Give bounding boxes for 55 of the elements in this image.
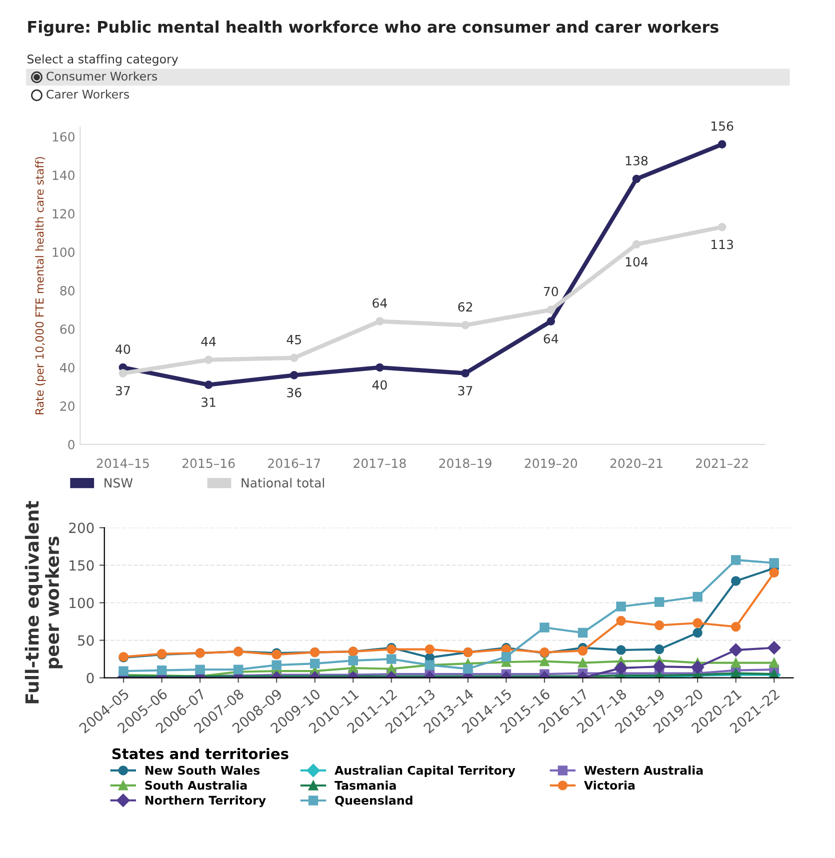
data-label: 113 (712, 240, 733, 250)
y-tick-label: 40 (60, 362, 74, 372)
legend-label: Queensland (335, 796, 412, 806)
data-label: 70 (544, 286, 558, 296)
y-tick-label: 0 (86, 672, 94, 684)
text: Consumer Workers (46, 72, 158, 81)
x-tick-label: 2017–18 (354, 458, 406, 468)
y-tick-label: 50 (78, 635, 94, 646)
data-label: 31 (202, 398, 216, 407)
text: Select a staffing category (28, 54, 178, 66)
data-label: 64 (544, 334, 558, 344)
y-axis-title: Full-time equivalent peer workers (24, 500, 63, 704)
legend-label: Northern Territory (145, 796, 266, 808)
data-label: 64 (372, 298, 387, 308)
x-tick-label: 2019–20 (524, 458, 578, 468)
y-tick-label: 160 (52, 132, 74, 142)
data-label: 37 (458, 386, 472, 396)
y-tick-label: 120 (52, 209, 74, 218)
legend-label: South Australia (145, 780, 247, 790)
y-tick-label: 200 (69, 522, 94, 534)
data-label: 36 (287, 388, 302, 398)
data-label: 37 (116, 386, 130, 396)
legend-label: Western Australia (584, 766, 703, 775)
y-tick-label: 140 (52, 170, 74, 180)
y-tick-label: 80 (60, 286, 74, 296)
x-tick-label: 2015–16 (182, 458, 235, 468)
legend-label: Victoria (584, 780, 635, 790)
y-tick-label: 60 (60, 324, 74, 334)
y-tick-label: 0 (68, 440, 74, 450)
data-label: 104 (626, 257, 648, 267)
legend-label: Australian Capital Territory (334, 766, 516, 778)
legend-label: New South Wales (145, 766, 260, 775)
y-tick-label: 20 (60, 401, 74, 411)
data-label: 138 (626, 156, 648, 166)
x-tick-label: 2014–15 (96, 458, 149, 468)
legend-label: National total (242, 478, 324, 488)
data-label: 45 (286, 335, 301, 344)
y-tick-label: 100 (52, 248, 74, 257)
y-tick-label: 100 (70, 598, 94, 608)
legend-title: States and territories (112, 748, 288, 760)
x-tick-label: 2016–17 (268, 458, 320, 468)
data-label: 156 (712, 121, 734, 131)
legend-label: Tasmania (334, 780, 396, 790)
data-label: 40 (372, 380, 387, 390)
x-tick-label: 2020–21 (610, 458, 662, 468)
data-label: 40 (116, 344, 130, 354)
legend-label: NSW (104, 478, 133, 488)
chart-title: Figure: Public mental health workforce who are consumer and carer workers (28, 20, 718, 36)
y-axis-title: Rate (per 10,000 FTE mental health care staff) (35, 157, 46, 414)
text: Carer Workers (46, 90, 130, 99)
data-label: 62 (458, 302, 472, 312)
x-tick-label: 2018–19 (439, 458, 492, 468)
y-tick-label: 150 (70, 560, 94, 571)
x-tick-label: 2021–22 (696, 458, 748, 468)
data-label: 44 (201, 336, 216, 346)
